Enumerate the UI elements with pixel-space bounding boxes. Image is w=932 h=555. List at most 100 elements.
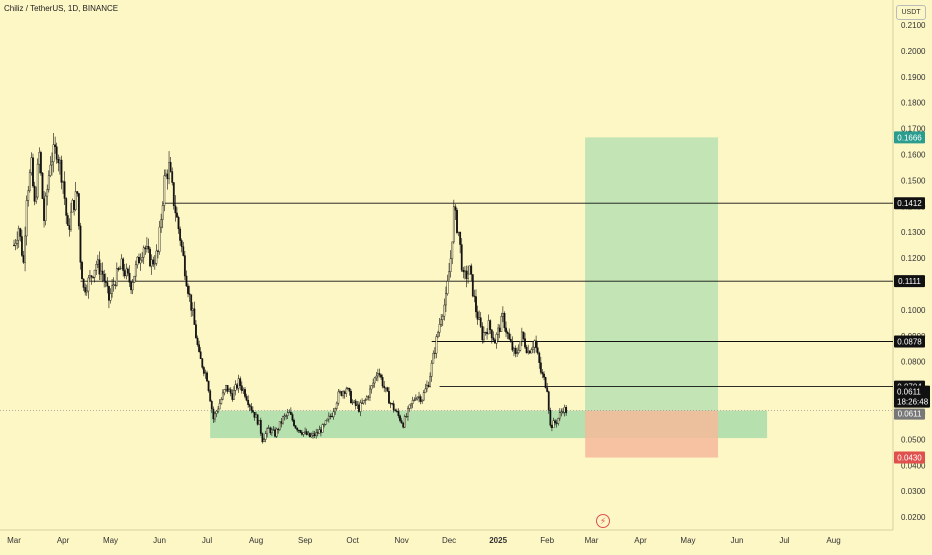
candle-body xyxy=(312,433,314,436)
candle-body xyxy=(437,332,439,337)
y-tick-label: 0.1600 xyxy=(901,151,926,160)
candle-body xyxy=(307,432,310,435)
candle-body xyxy=(386,387,389,392)
candle-body xyxy=(95,264,98,271)
axis-marker-label: 0.0611 xyxy=(898,410,922,419)
y-tick-label: 0.1900 xyxy=(901,73,926,82)
candle-body xyxy=(324,420,327,425)
y-tick-label: 0.0800 xyxy=(901,358,926,367)
candle-body xyxy=(209,390,212,402)
symbol-title[interactable]: Chiliz / TetherUS, 1D, BINANCE xyxy=(4,4,119,13)
candle-body xyxy=(354,400,357,406)
currency-button[interactable]: USDT xyxy=(896,5,926,20)
candle-body xyxy=(28,172,31,191)
candle-body xyxy=(329,415,332,417)
candle-body xyxy=(160,219,163,228)
stop-label-bg xyxy=(894,451,925,464)
x-tick-label: 2025 xyxy=(489,536,507,545)
candle-body xyxy=(446,281,449,294)
candle-body xyxy=(562,411,564,413)
candle-body xyxy=(411,400,414,404)
current-price-label: 0.0611 xyxy=(897,388,921,397)
candle-body xyxy=(278,421,281,430)
candle-body xyxy=(158,226,161,252)
candle-body xyxy=(264,433,267,440)
candle-body xyxy=(221,392,224,400)
x-tick-label: Jul xyxy=(202,536,212,545)
y-tick-label: 0.0200 xyxy=(901,513,926,522)
candle-body xyxy=(388,391,390,404)
candle-body xyxy=(89,275,91,279)
candle-body xyxy=(55,146,58,160)
candle-body xyxy=(206,372,208,382)
candle-body xyxy=(399,415,401,421)
candle-body xyxy=(280,421,283,424)
candle-body xyxy=(402,422,405,428)
candle-body xyxy=(459,231,462,245)
level-label-bg xyxy=(894,275,925,288)
candle-body xyxy=(418,396,420,398)
candle-body xyxy=(117,268,120,270)
candle-body xyxy=(133,275,136,283)
candle-body xyxy=(528,350,531,354)
level-label-bg xyxy=(894,335,925,348)
candle-body xyxy=(345,388,348,394)
candle-body xyxy=(400,420,403,424)
candle-body xyxy=(535,340,537,348)
lightning-bolt-icon[interactable]: ⚡ xyxy=(596,514,610,528)
candle-body xyxy=(144,247,147,250)
price-axis-layer[interactable]: 0.02000.03000.04000.05000.06000.07000.08… xyxy=(894,21,930,522)
candle-body xyxy=(464,270,466,273)
candle-body xyxy=(237,378,240,389)
candle-body xyxy=(565,407,568,414)
candle-body xyxy=(182,246,185,256)
candle-body xyxy=(416,397,419,400)
candle-body xyxy=(554,420,556,423)
candle-body xyxy=(81,262,83,280)
candle-body xyxy=(482,332,485,341)
candle-body xyxy=(41,172,44,199)
candle-body xyxy=(498,327,501,332)
candle-body xyxy=(522,331,525,339)
candle-body xyxy=(215,410,218,414)
candle-body xyxy=(320,429,322,433)
x-tick-label: Apr xyxy=(634,536,647,545)
countdown-label: 18:26:48 xyxy=(897,398,929,407)
candle-body xyxy=(66,215,69,226)
candle-body xyxy=(35,196,38,202)
candle-body xyxy=(286,412,289,416)
candle-body xyxy=(36,163,39,198)
candle-body xyxy=(204,372,207,374)
candle-body xyxy=(247,399,250,405)
candle-body xyxy=(429,376,431,388)
candle-body xyxy=(552,420,555,428)
candle-body xyxy=(109,293,112,301)
candle-body xyxy=(289,411,292,415)
candle-body xyxy=(44,195,47,221)
candle-body xyxy=(351,402,354,404)
candle-body xyxy=(33,185,36,202)
target-label: 0.1666 xyxy=(897,133,922,142)
candle-body xyxy=(111,285,113,294)
candle-body xyxy=(294,425,297,429)
candle-body xyxy=(563,407,566,413)
candle-body xyxy=(187,285,189,294)
time-axis-layer[interactable]: Mar Apr May Jun Jul Aug Sep Oct Nov Dec 2025 Feb Mar… xyxy=(7,536,841,545)
x-tick-label: Mar xyxy=(585,536,599,545)
candle-body xyxy=(103,274,106,282)
candle-body xyxy=(57,159,60,164)
candle-body xyxy=(350,391,352,404)
candle-body xyxy=(494,339,496,344)
candle-body xyxy=(145,246,148,250)
level-label: 0.0878 xyxy=(897,337,922,346)
candle-body xyxy=(359,402,362,412)
candle-body xyxy=(30,157,33,173)
candle-body xyxy=(503,313,506,329)
candle-body xyxy=(174,205,177,214)
y-tick-label: 0.1700 xyxy=(901,125,926,134)
grid-layer xyxy=(0,0,894,531)
y-tick-label: 0.1000 xyxy=(901,306,926,315)
y-tick-label: 0.1200 xyxy=(901,254,926,263)
